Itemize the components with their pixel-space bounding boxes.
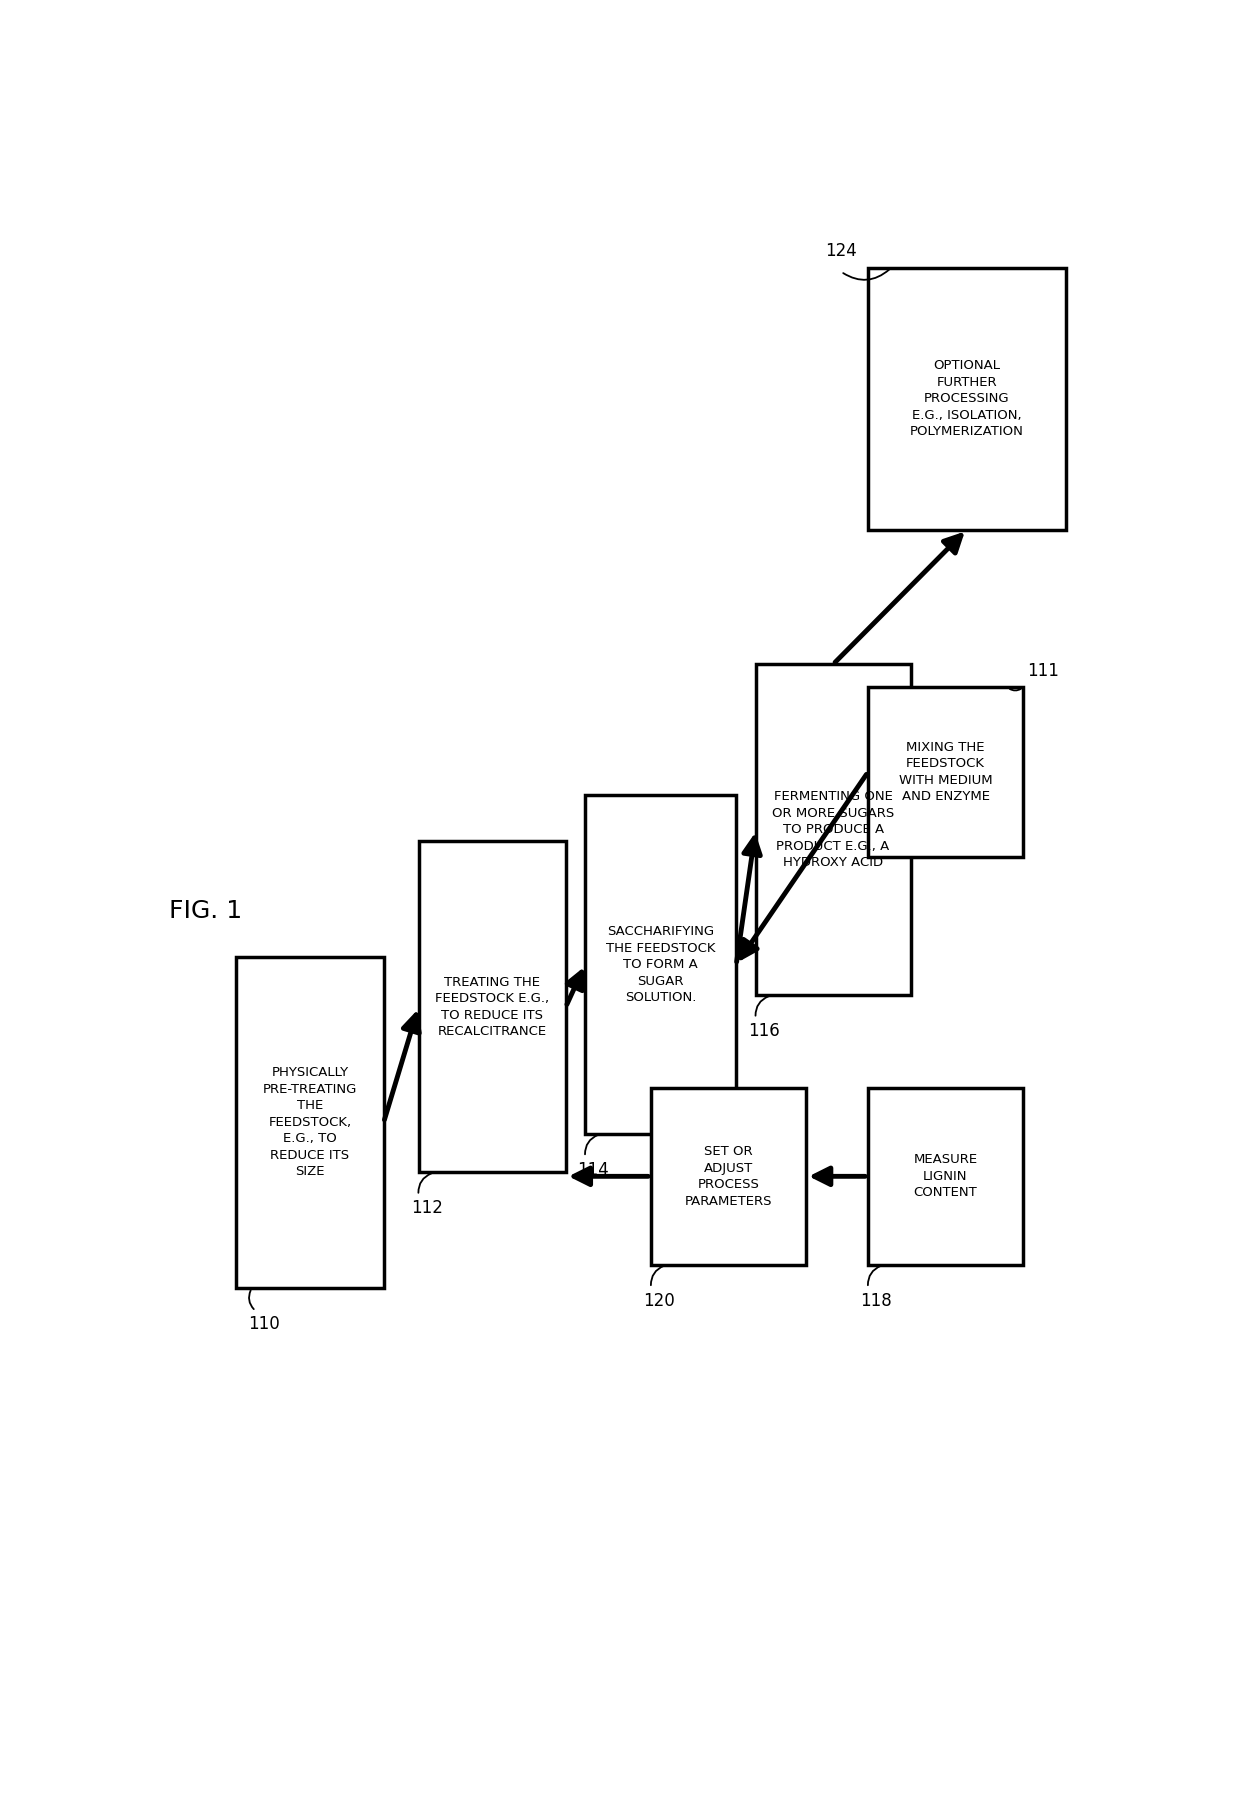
FancyBboxPatch shape: [755, 664, 910, 996]
Text: OPTIONAL
FURTHER
PROCESSING
E.G., ISOLATION,
POLYMERIZATION: OPTIONAL FURTHER PROCESSING E.G., ISOLAT…: [910, 359, 1024, 439]
Text: MIXING THE
FEEDSTOCK
WITH MEDIUM
AND ENZYME: MIXING THE FEEDSTOCK WITH MEDIUM AND ENZ…: [899, 740, 992, 804]
FancyBboxPatch shape: [868, 688, 1023, 856]
FancyBboxPatch shape: [651, 1088, 806, 1264]
Text: SACCHARIFYING
THE FEEDSTOCK
TO FORM A
SUGAR
SOLUTION.: SACCHARIFYING THE FEEDSTOCK TO FORM A SU…: [606, 925, 715, 1005]
Text: TREATING THE
FEEDSTOCK E.G.,
TO REDUCE ITS
RECALCITRANCE: TREATING THE FEEDSTOCK E.G., TO REDUCE I…: [435, 976, 549, 1038]
FancyBboxPatch shape: [868, 1088, 1023, 1264]
FancyBboxPatch shape: [419, 842, 565, 1172]
Text: 111: 111: [1027, 662, 1059, 680]
FancyBboxPatch shape: [237, 956, 383, 1288]
Text: MEASURE
LIGNIN
CONTENT: MEASURE LIGNIN CONTENT: [914, 1154, 977, 1199]
Text: 112: 112: [410, 1199, 443, 1217]
Text: FIG. 1: FIG. 1: [169, 898, 242, 923]
FancyBboxPatch shape: [868, 268, 1065, 530]
Text: 120: 120: [644, 1292, 675, 1310]
Text: FERMENTING ONE
OR MORE SUGARS
TO PRODUCE A
PRODUCT E.G., A
HYDROXY ACID: FERMENTING ONE OR MORE SUGARS TO PRODUCE…: [773, 791, 894, 869]
Text: PHYSICALLY
PRE-TREATING
THE
FEEDSTOCK,
E.G., TO
REDUCE ITS
SIZE: PHYSICALLY PRE-TREATING THE FEEDSTOCK, E…: [263, 1067, 357, 1179]
FancyBboxPatch shape: [585, 795, 737, 1134]
Text: 110: 110: [248, 1315, 280, 1333]
Text: 114: 114: [578, 1161, 609, 1179]
Text: SET OR
ADJUST
PROCESS
PARAMETERS: SET OR ADJUST PROCESS PARAMETERS: [684, 1145, 773, 1208]
Text: 124: 124: [826, 241, 857, 259]
Text: 116: 116: [748, 1023, 780, 1041]
Text: 118: 118: [861, 1292, 892, 1310]
